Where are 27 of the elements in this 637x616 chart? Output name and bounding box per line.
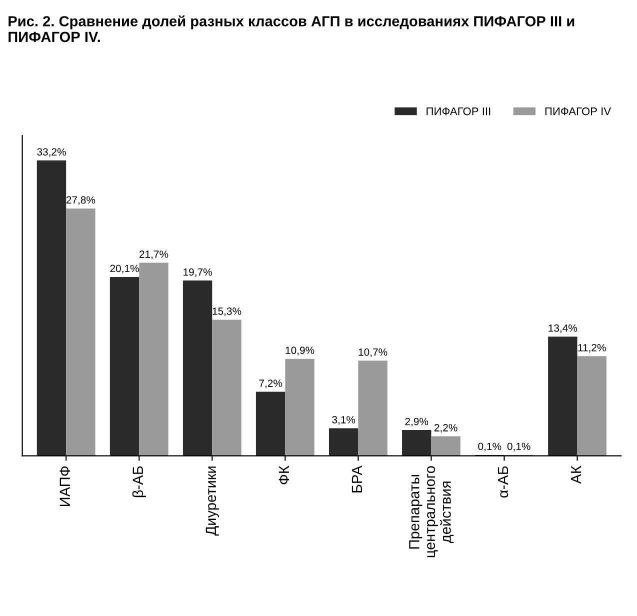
data-label: 3,1% (332, 416, 356, 425)
x-tick-label: α-АБ (498, 466, 508, 498)
data-label: 10,7% (358, 348, 388, 358)
chart-title: Рис. 2. Сравнение долей разных классов АГП в исследованиях ПИФАГОР III и ПИФАГОР IV. (8, 15, 574, 42)
data-label: 13,4% (548, 324, 578, 334)
legend-label: ПИФАГОР III (426, 107, 490, 116)
data-label: 33,2% (37, 148, 66, 157)
data-label: 20,1% (110, 264, 139, 274)
x-tick-label: ФК (278, 466, 290, 484)
legend-label: ПИФАГОР IV (545, 107, 612, 116)
data-label: 15,3% (212, 307, 242, 316)
x-tick-label: β-АБ (132, 466, 146, 498)
data-label: 7,2% (259, 380, 282, 388)
x-tick-label: Диуретики (206, 466, 219, 536)
data-label: 10,9% (286, 346, 314, 356)
data-label: 2,2% (434, 424, 458, 433)
x-tick-label: Препараты центрального действия (409, 466, 454, 558)
data-label: 21,7% (139, 250, 168, 260)
data-label: 11,2% (578, 344, 606, 353)
data-label: 0,1% (507, 442, 530, 452)
data-label: 2,9% (405, 418, 428, 426)
x-tick-label: БРА (352, 466, 362, 492)
data-label: 0,1% (478, 442, 502, 452)
x-tick-label: ИАПФ (60, 466, 70, 506)
x-tick-label: АК (571, 466, 582, 484)
data-label: 27,8% (66, 196, 96, 205)
data-label: 19,7% (184, 268, 212, 277)
